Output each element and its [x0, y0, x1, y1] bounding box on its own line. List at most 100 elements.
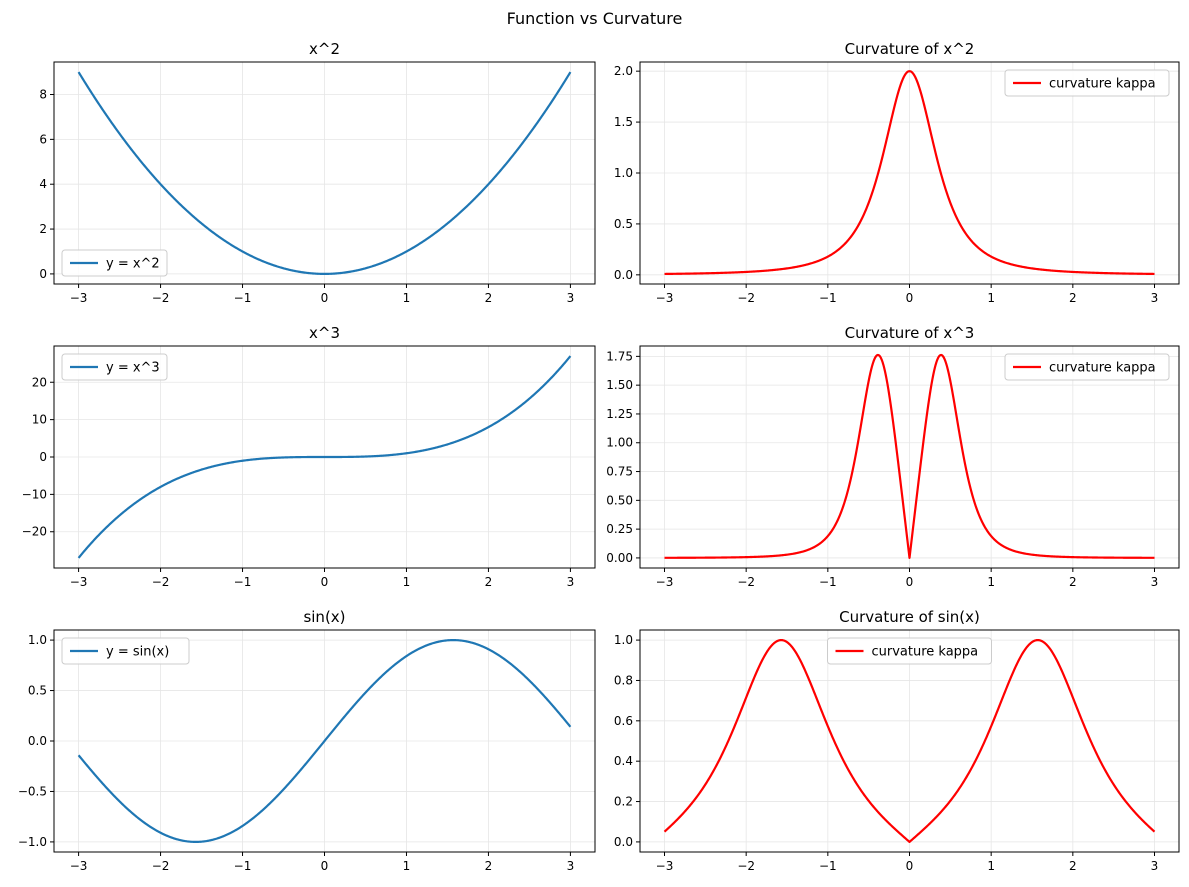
x-tick-label: 3	[567, 859, 575, 873]
y-tick-label: 20	[32, 375, 47, 389]
legend-box	[61, 637, 190, 665]
y-tick-label: 1.00	[606, 436, 633, 450]
y-tick-label: 0.00	[606, 551, 633, 565]
x-tick-label: −2	[737, 291, 755, 305]
subplot-title: x^3	[309, 324, 340, 342]
x-tick-label: −3	[656, 291, 674, 305]
y-tick-label: 4	[39, 177, 47, 191]
y-tick-label: 0.50	[606, 493, 633, 507]
subplot-title: Curvature of x^3	[845, 324, 975, 342]
subplot-4: −3 −2 −1 0 1 2 3 0.00 0.25 0.50 0.75 1.00 1.25 1.50 1.…	[606, 324, 1180, 589]
subplot-title: Curvature of sin(x)	[839, 608, 980, 626]
y-tick-label: −0.5	[18, 784, 47, 798]
y-tick-label: 0.0	[614, 835, 633, 849]
subplot-title: sin(x)	[303, 608, 345, 626]
x-tick-label: −1	[234, 291, 252, 305]
legend-label: curvature kappa	[1049, 361, 1156, 376]
y-tick-label: 0.6	[614, 714, 633, 728]
x-tick-label: 2	[1069, 291, 1077, 305]
x-tick-label: 0	[321, 859, 329, 873]
figure-title: Function vs Curvature	[507, 9, 683, 28]
y-tick-label: 0.0	[614, 268, 633, 282]
y-tick-label: 1.0	[614, 166, 633, 180]
x-tick-label: −1	[819, 575, 837, 589]
x-tick-label: 0	[906, 291, 914, 305]
y-tick-label: 0	[39, 450, 47, 464]
series-line	[77, 71, 572, 276]
x-tick-label: 1	[403, 291, 411, 305]
legend-label: curvature kappa	[1049, 77, 1156, 92]
x-tick-label: 1	[987, 575, 995, 589]
legend: y = x^3	[61, 353, 168, 381]
series-line	[77, 355, 572, 559]
x-tick-label: 0	[906, 575, 914, 589]
legend-label: y = sin(x)	[106, 645, 169, 660]
legend-box	[61, 249, 168, 277]
subplot-1: −3 −2 −1 0 1 2 3 0 2 4 6 8 x^2 y = x^2	[39, 40, 596, 305]
x-tick-label: −3	[70, 859, 88, 873]
legend-box	[1004, 69, 1170, 97]
x-tick-label: 1	[987, 859, 995, 873]
x-tick-label: 3	[567, 291, 575, 305]
x-tick-label: 2	[1069, 575, 1077, 589]
y-tick-label: 1.0	[614, 633, 633, 647]
x-tick-label: −2	[152, 291, 170, 305]
y-tick-label: 2.0	[614, 64, 633, 78]
y-tick-label: 10	[32, 413, 47, 427]
legend-box	[61, 353, 168, 381]
x-tick-label: 3	[567, 575, 575, 589]
subplot-title: Curvature of x^2	[845, 40, 975, 58]
x-tick-label: −3	[656, 575, 674, 589]
x-tick-label: −1	[819, 859, 837, 873]
series-line	[664, 353, 1155, 560]
y-tick-label: −1.0	[18, 835, 47, 849]
legend-label: y = x^3	[106, 361, 160, 376]
x-tick-label: 1	[403, 575, 411, 589]
y-tick-label: 0.5	[28, 684, 47, 698]
y-tick-label: 2	[39, 222, 47, 236]
x-tick-label: 2	[485, 575, 493, 589]
y-tick-label: 0.5	[614, 217, 633, 231]
x-tick-label: −1	[234, 575, 252, 589]
x-tick-label: −2	[152, 575, 170, 589]
subplot-6: −3 −2 −1 0 1 2 3 0.0 0.2 0.4 0.6 0.8 1.0 Curvature of…	[614, 608, 1180, 873]
y-tick-label: 1.75	[606, 349, 633, 363]
legend-label: y = x^2	[106, 257, 160, 272]
subplot-title: x^2	[309, 40, 340, 58]
subplot-5: −3 −2 −1 0 1 2 3 −1.0 −0.5 0.0 0.5 1.0 sin(x) y = sin…	[18, 608, 596, 873]
x-tick-label: 1	[403, 859, 411, 873]
y-tick-label: 6	[39, 132, 47, 146]
legend-label: curvature kappa	[872, 645, 979, 660]
x-tick-label: −2	[152, 859, 170, 873]
y-tick-label: −10	[22, 487, 47, 501]
x-tick-label: −1	[819, 291, 837, 305]
x-tick-label: 0	[906, 859, 914, 873]
x-tick-label: 3	[1151, 859, 1159, 873]
legend-box	[1004, 353, 1170, 381]
legend: curvature kappa	[1004, 69, 1170, 97]
legend: y = x^2	[61, 249, 168, 277]
y-tick-label: 1.0	[28, 633, 47, 647]
y-tick-label: 1.5	[614, 115, 633, 129]
y-tick-label: −20	[22, 525, 47, 539]
legend: curvature kappa	[827, 637, 992, 665]
legend: curvature kappa	[1004, 353, 1170, 381]
legend-box	[827, 637, 992, 665]
y-tick-label: 0.2	[614, 795, 633, 809]
series-line	[77, 638, 572, 844]
series-line	[663, 638, 1156, 844]
x-tick-label: −1	[234, 859, 252, 873]
y-tick-label: 0.0	[28, 734, 47, 748]
subplot-2: −3 −2 −1 0 1 2 3 0.0 0.5 1.0 1.5 2.0 Curvature of x^…	[614, 40, 1180, 305]
x-tick-label: 2	[485, 859, 493, 873]
x-tick-label: −2	[737, 575, 755, 589]
y-tick-label: 0.75	[606, 465, 633, 479]
y-tick-label: 1.50	[606, 378, 633, 392]
y-tick-label: 0.25	[606, 522, 633, 536]
x-tick-label: 3	[1151, 291, 1159, 305]
x-tick-label: 2	[1069, 859, 1077, 873]
x-tick-label: 1	[987, 291, 995, 305]
x-tick-label: 0	[321, 291, 329, 305]
